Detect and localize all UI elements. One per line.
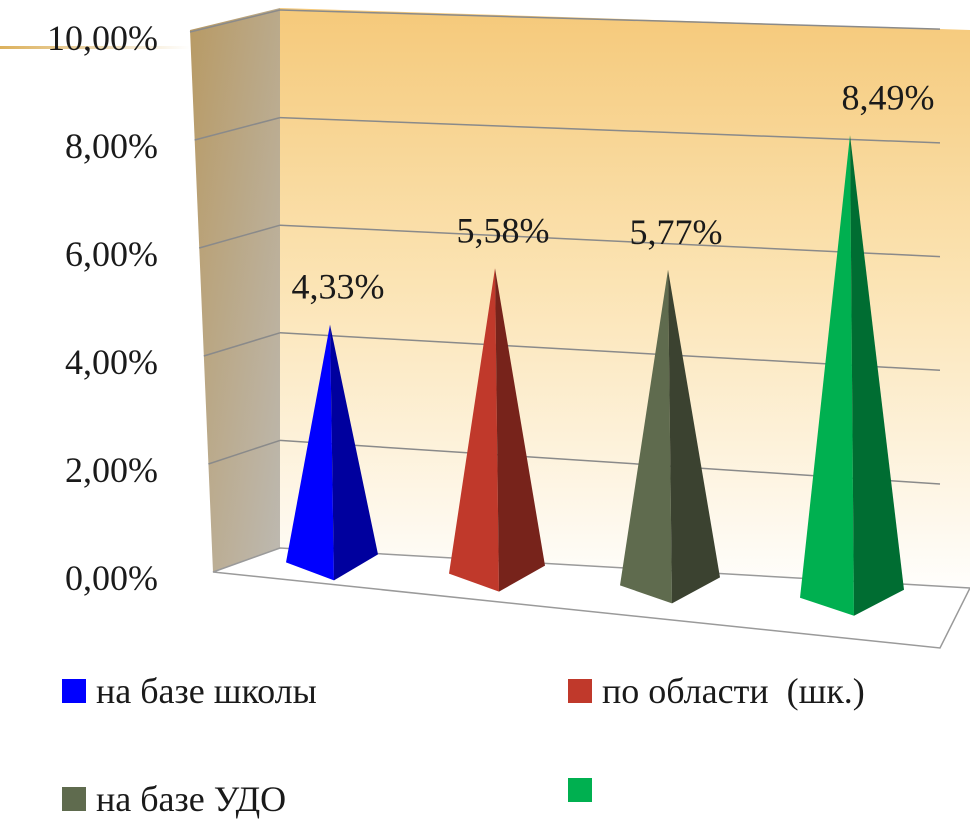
gridline-side (194, 116, 281, 141)
legend-swatch-fourth (568, 778, 592, 802)
bar (800, 135, 904, 616)
data-label: 5,77% (630, 212, 723, 252)
y-tick-label: 10,00% (47, 18, 158, 58)
bar-face-front (800, 135, 854, 616)
gridline (279, 116, 941, 144)
gridline-side (198, 224, 281, 249)
legend: на базе школы по области (шк.) на базе У… (0, 650, 970, 820)
gridline-side (203, 332, 281, 357)
data-label: 5,58% (457, 210, 550, 250)
gridline-side (208, 439, 281, 465)
legend-label-region: по области (шк.) (602, 671, 865, 711)
floor (212, 547, 970, 649)
gridline (279, 224, 941, 258)
bar-face-front (620, 269, 672, 604)
y-tick-label: 6,00% (65, 234, 158, 274)
y-tick-label: 0,00% (65, 558, 158, 598)
gridline-side (189, 9, 281, 33)
bar (286, 324, 378, 581)
y-tick-label: 4,00% (65, 342, 158, 382)
bar-face-side (850, 135, 904, 616)
bar (620, 269, 720, 604)
bar (449, 268, 545, 592)
legend-swatch-region (568, 679, 592, 703)
chart-plot: 0,00% 2,00% 4,00% 6,00% 8,00% 10,00% 4,33% 5,5… (0, 8, 970, 649)
bar-face-front (286, 324, 334, 581)
side-wall (190, 8, 280, 572)
bar-face-front (449, 268, 499, 592)
y-tick-label: 8,00% (65, 126, 158, 166)
bar-face-side (330, 324, 378, 581)
legend-item-region: по области (шк.) (568, 670, 865, 712)
gridline (279, 9, 941, 30)
legend-swatch-school (62, 679, 86, 703)
bar-face-side (495, 268, 545, 592)
y-tick-label: 2,00% (65, 450, 158, 490)
legend-label-school: на базе школы (96, 671, 317, 711)
data-label: 8,49% (842, 77, 935, 117)
legend-label-udo: на базе УДО (96, 779, 287, 819)
legend-item-udo: на базе УДО (62, 778, 286, 820)
legend-item-school: на базе школы (62, 670, 317, 712)
title-rule (0, 46, 190, 49)
legend-item-fourth (568, 778, 602, 802)
legend-swatch-udo (62, 787, 86, 811)
data-label: 4,33% (292, 267, 385, 307)
bar-face-side (668, 269, 720, 604)
